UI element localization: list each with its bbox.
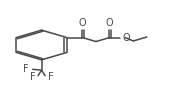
- Text: O: O: [122, 33, 130, 43]
- Text: F: F: [23, 64, 29, 74]
- Text: F: F: [30, 72, 36, 82]
- Text: F: F: [48, 72, 53, 82]
- Text: O: O: [106, 18, 113, 28]
- Text: O: O: [79, 18, 86, 28]
